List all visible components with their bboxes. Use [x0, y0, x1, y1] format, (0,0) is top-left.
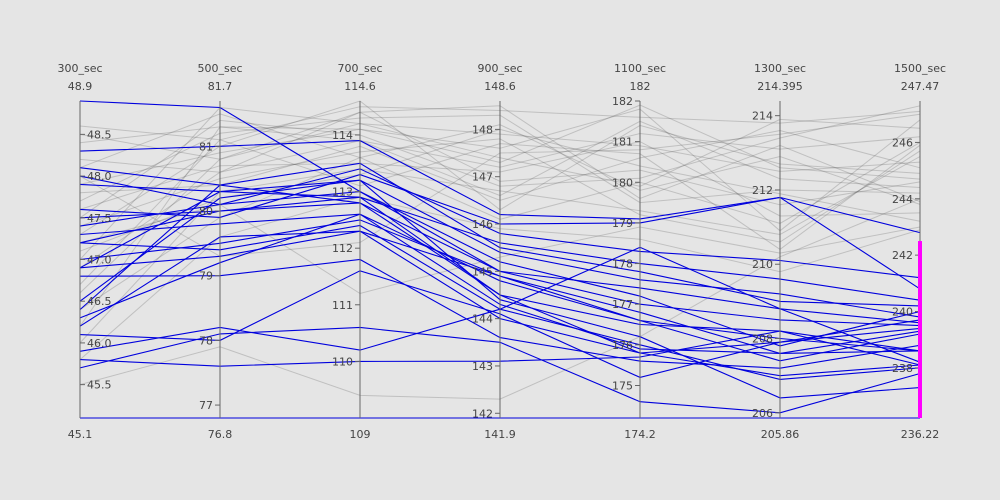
axis-min-label: 76.8 [208, 428, 233, 441]
axis-tick-label: 79 [199, 270, 213, 283]
axis-500_sec[interactable]: 500_sec 81.7 76.8 77 78 79 80 81 [197, 62, 242, 441]
axis-title: 1500_sec [894, 62, 946, 75]
axis-1300_sec[interactable]: 1300_sec 214.395 205.86 206 208 210 212 214 [752, 62, 806, 441]
axis-max-label: 182 [630, 80, 651, 93]
axis-tick-label: 178 [612, 258, 633, 271]
axis-300_sec[interactable]: 300_sec 48.9 45.1 45.5 46.0 46.5 47.0 47.5 48.0 4… [57, 62, 111, 441]
axis-tick-label: 179 [612, 217, 633, 230]
axis-min-label: 205.86 [761, 428, 800, 441]
axis-title: 300_sec [57, 62, 102, 75]
axis-tick-label: 47.5 [87, 212, 112, 225]
axis-max-label: 148.6 [484, 80, 516, 93]
axis-tick-label: 244 [892, 193, 913, 206]
axis-tick-label: 46.0 [87, 337, 112, 350]
axis-min-label: 109 [350, 428, 371, 441]
axis-tick-label: 181 [612, 136, 633, 149]
axis-tick-label: 77 [199, 399, 213, 412]
axis-tick-label: 212 [752, 184, 773, 197]
axis-tick-label: 78 [199, 334, 213, 347]
axis-tick-label: 111 [332, 299, 353, 312]
axis-title: 1100_sec [614, 62, 666, 75]
axis-tick-label: 145 [472, 265, 493, 278]
axis-tick-label: 114 [332, 129, 353, 142]
axis-title: 900_sec [477, 62, 522, 75]
axis-tick-label: 148 [472, 123, 493, 136]
axes: 300_sec 48.9 45.1 45.5 46.0 46.5 47.0 47.5 48.0 4… [57, 62, 946, 441]
axis-max-label: 48.9 [68, 80, 93, 93]
axis-tick-label: 110 [332, 355, 353, 368]
axis-tick-label: 142 [472, 407, 493, 420]
axis-title: 500_sec [197, 62, 242, 75]
axis-tick-label: 46.5 [87, 295, 112, 308]
axis-max-label: 114.6 [344, 80, 376, 93]
axis-tick-label: 48.0 [87, 170, 112, 183]
axis-tick-label: 206 [752, 407, 773, 420]
axis-brush-handle[interactable] [918, 241, 922, 418]
axis-tick-label: 180 [612, 176, 633, 189]
axis-tick-label: 175 [612, 379, 633, 392]
axis-tick-label: 80 [199, 205, 213, 218]
axis-tick-label: 214 [752, 110, 773, 123]
axis-tick-label: 238 [892, 362, 913, 375]
axis-tick-label: 210 [752, 258, 773, 271]
axis-tick-label: 246 [892, 136, 913, 149]
axis-tick-label: 81 [199, 140, 213, 153]
axis-tick-label: 47.0 [87, 254, 112, 267]
axis-min-label: 141.9 [484, 428, 516, 441]
axis-max-label: 247.47 [901, 80, 940, 93]
axis-tick-label: 147 [472, 171, 493, 184]
axis-tick-label: 176 [612, 339, 633, 352]
axis-1100_sec[interactable]: 1100_sec 182 174.2 175 176 177 178 179 180 181 182 [612, 62, 666, 441]
axis-min-label: 45.1 [68, 428, 93, 441]
axis-max-label: 81.7 [208, 80, 233, 93]
axis-tick-label: 112 [332, 242, 353, 255]
axis-max-label: 214.395 [757, 80, 803, 93]
axis-tick-label: 208 [752, 333, 773, 346]
axis-tick-label: 45.5 [87, 379, 112, 392]
axis-tick-label: 182 [612, 95, 633, 108]
axis-title: 700_sec [337, 62, 382, 75]
axis-tick-label: 177 [612, 298, 633, 311]
axis-tick-label: 242 [892, 249, 913, 262]
axis-700_sec[interactable]: 700_sec 114.6 109 110 111 112 113 114 [332, 62, 383, 441]
axis-tick-label: 113 [332, 186, 353, 199]
axis-tick-label: 146 [472, 218, 493, 231]
axis-tick-label: 240 [892, 305, 913, 318]
axis-title: 1300_sec [754, 62, 806, 75]
axis-tick-label: 48.5 [87, 128, 112, 141]
axis-tick-label: 144 [472, 313, 493, 326]
axis-tick-label: 143 [472, 360, 493, 373]
axis-min-label: 174.2 [624, 428, 656, 441]
axis-min-label: 236.22 [901, 428, 940, 441]
axis-900_sec[interactable]: 900_sec 148.6 141.9 142 143 144 145 146 147 148 [472, 62, 523, 441]
